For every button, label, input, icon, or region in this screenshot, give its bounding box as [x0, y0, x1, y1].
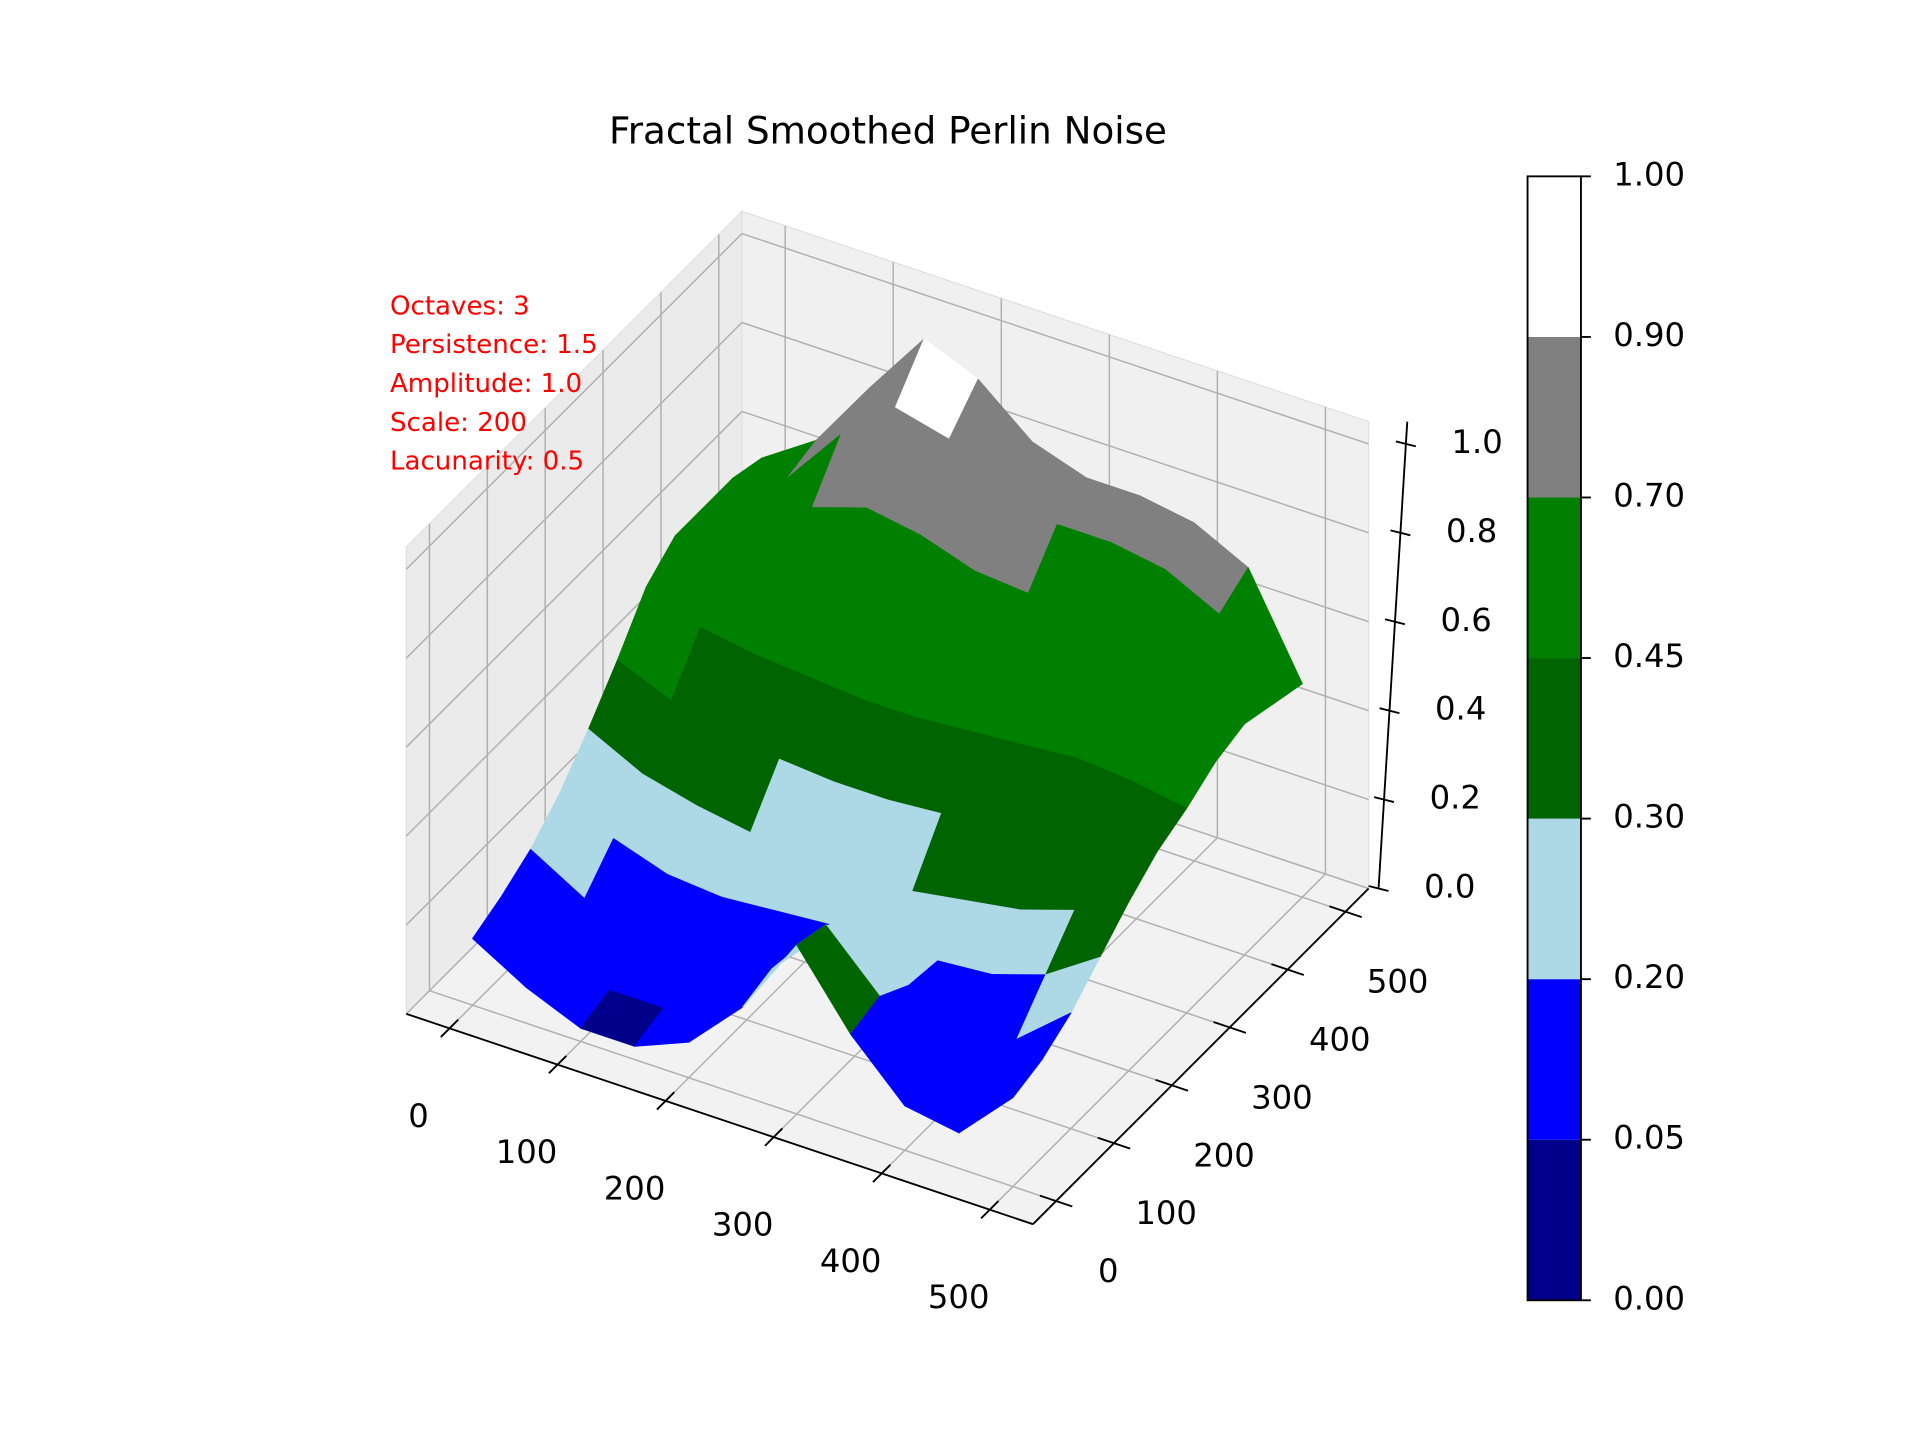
- colorbar-tick-label: 0.05: [1613, 1119, 1685, 1157]
- z-tick: [1384, 618, 1406, 626]
- surface: [472, 338, 1303, 1134]
- colorbar-frame: [1526, 175, 1582, 1302]
- grid-line: [429, 989, 1057, 1202]
- y-tick: [1155, 1078, 1189, 1092]
- colorbar-segment: [1527, 176, 1581, 337]
- axes: 0 100 200 300 400 500 0 100 200 300 400 500 0.0 0.2 0.…: [406, 421, 1503, 1316]
- x-tick-label: 300: [712, 1206, 774, 1244]
- y-tick-label: 300: [1251, 1078, 1313, 1116]
- x-tick: [764, 1127, 784, 1147]
- z-tick-label: 0.2: [1430, 779, 1481, 817]
- colorbar-tick-label: 1.00: [1613, 155, 1685, 193]
- y-tick: [1097, 1136, 1131, 1150]
- x-tick: [872, 1164, 892, 1183]
- x-tick-label: 200: [604, 1169, 666, 1207]
- y-tick-label: 400: [1309, 1021, 1371, 1059]
- colorbar-tick-label: 0.70: [1613, 476, 1685, 514]
- x-tick-label: 400: [820, 1242, 882, 1280]
- y-tick: [1328, 905, 1362, 918]
- x-tick: [980, 1200, 1000, 1220]
- colorbar-tick-label: 0.20: [1613, 958, 1685, 996]
- x-tick-label: 500: [928, 1278, 990, 1316]
- colorbar-tick-label: 0.45: [1613, 637, 1685, 675]
- grid-line: [405, 410, 743, 748]
- grid-line: [741, 321, 1369, 534]
- y-axis-line: [1032, 887, 1370, 1225]
- y-tick-label: 200: [1193, 1136, 1255, 1174]
- z-tick-label: 0.6: [1441, 601, 1492, 639]
- y-tick-label: 500: [1367, 963, 1429, 1001]
- z-axis-line: [1377, 421, 1409, 889]
- chart-title: Fractal Smoothed Perlin Noise: [609, 108, 1167, 152]
- grid-line: [989, 873, 1326, 1211]
- x-tick: [440, 1019, 459, 1038]
- x-tick: [656, 1091, 675, 1111]
- z-tick: [1368, 885, 1389, 892]
- annotation: Amplitude: 1.0: [390, 369, 582, 399]
- annotations: Octaves: 3 Persistence: 1.5 Amplitude: 1.0…: [390, 291, 598, 476]
- colorbar-segment: [1527, 979, 1581, 1140]
- grid-line: [405, 321, 743, 659]
- y-tick-label: 0: [1098, 1252, 1119, 1290]
- annotation: Octaves: 3: [390, 291, 530, 321]
- y-tick-label: 100: [1135, 1194, 1197, 1232]
- annotation: Persistence: 1.5: [390, 330, 598, 360]
- z-tick: [1379, 707, 1400, 715]
- y-tick: [1213, 1021, 1247, 1034]
- x-tick-label: 0: [408, 1097, 429, 1135]
- z-tick-label: 0.0: [1424, 868, 1475, 906]
- colorbar-tick-label: 0.00: [1613, 1279, 1685, 1317]
- colorbar-segment: [1527, 1139, 1581, 1301]
- colorbar-segment: [1527, 497, 1581, 659]
- z-tick-label: 0.8: [1446, 512, 1497, 550]
- annotation: Lacunarity: 0.5: [390, 447, 584, 477]
- colorbar: 0.00 0.05 0.20 0.30 0.45 0.70 0.90 1.00: [1526, 155, 1685, 1317]
- z-tick: [1390, 529, 1411, 537]
- colorbar-tick-label: 0.30: [1613, 798, 1685, 836]
- x-tick-label: 100: [496, 1133, 558, 1171]
- z-tick-label: 0.4: [1435, 690, 1486, 728]
- colorbar-tick-label: 0.90: [1613, 316, 1685, 354]
- colorbar-segment: [1527, 336, 1581, 498]
- z-tick-label: 1.0: [1451, 423, 1502, 461]
- colorbar-segment: [1527, 818, 1581, 980]
- y-tick: [1039, 1194, 1073, 1208]
- colorbar-segment: [1527, 658, 1581, 819]
- surface-cell: [958, 1059, 1043, 1134]
- z-tick: [1395, 440, 1417, 448]
- y-tick: [1271, 963, 1305, 976]
- x-axis-line: [406, 1012, 1034, 1226]
- grid-line: [741, 232, 1369, 445]
- z-tick: [1373, 796, 1395, 803]
- x-tick: [548, 1055, 567, 1074]
- annotation: Scale: 200: [390, 408, 527, 438]
- grid-line: [405, 233, 743, 570]
